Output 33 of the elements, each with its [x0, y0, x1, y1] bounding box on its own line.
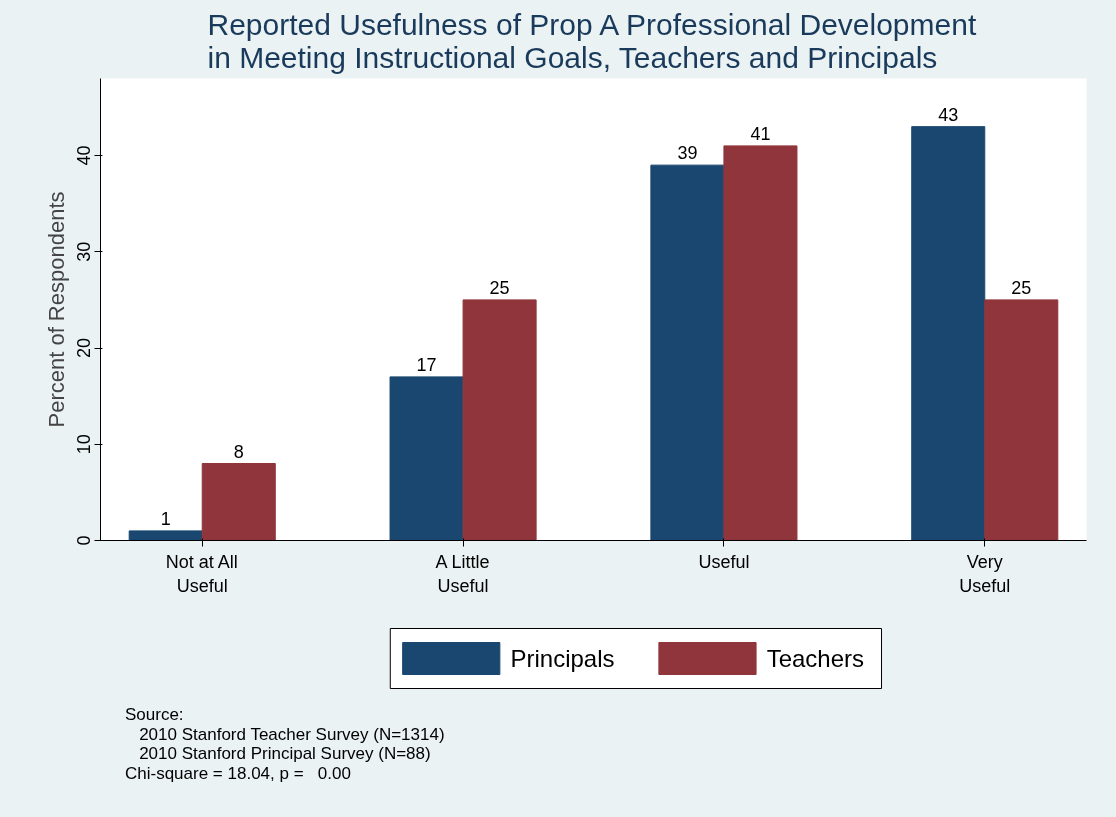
y-tick-label: 0 — [73, 535, 94, 546]
data-label: 17 — [416, 354, 437, 375]
data-label: 39 — [677, 143, 698, 164]
bar — [128, 530, 203, 541]
bar — [911, 126, 986, 541]
bar — [201, 463, 276, 541]
y-tick-label: 40 — [73, 145, 94, 166]
data-label: 41 — [750, 123, 771, 144]
bar — [723, 145, 798, 541]
bar — [462, 299, 537, 541]
text: 2010 Stanford Principal Survey (N=88) — [139, 744, 431, 764]
y-tick-label: 10 — [73, 434, 94, 455]
chart-title: Reported Usefulness of Prop A Professional Development in Meeting Instructional Goals, Teachers and Principals — [207, 7, 977, 74]
data-label: 1 — [160, 508, 171, 529]
x-tick-label: Useful — [698, 551, 750, 572]
data-label: 25 — [1011, 277, 1032, 298]
x-tick-label: Not at All Useful — [165, 551, 238, 596]
data-label: 43 — [938, 104, 959, 125]
data-label: 25 — [489, 277, 510, 298]
y-tick-label: 30 — [73, 241, 94, 262]
data-label: 8 — [233, 441, 244, 462]
text: Chi-square = 18.04, p = 0.00 — [125, 763, 351, 783]
text: 2010 Stanford Teacher Survey (N=1314) — [139, 724, 445, 744]
bar — [984, 299, 1059, 541]
y-axis-title: Percent of Respondents — [43, 191, 69, 428]
bar — [650, 164, 725, 541]
y-tick-label: 20 — [73, 337, 94, 359]
source-note: Source: — [125, 705, 184, 724]
bar — [389, 376, 464, 541]
legend-label: Teachers — [766, 645, 865, 672]
x-tick-label: Very Useful — [959, 551, 1011, 596]
legend-label: Principals — [510, 645, 615, 672]
x-tick-label: A Little Useful — [435, 551, 490, 596]
